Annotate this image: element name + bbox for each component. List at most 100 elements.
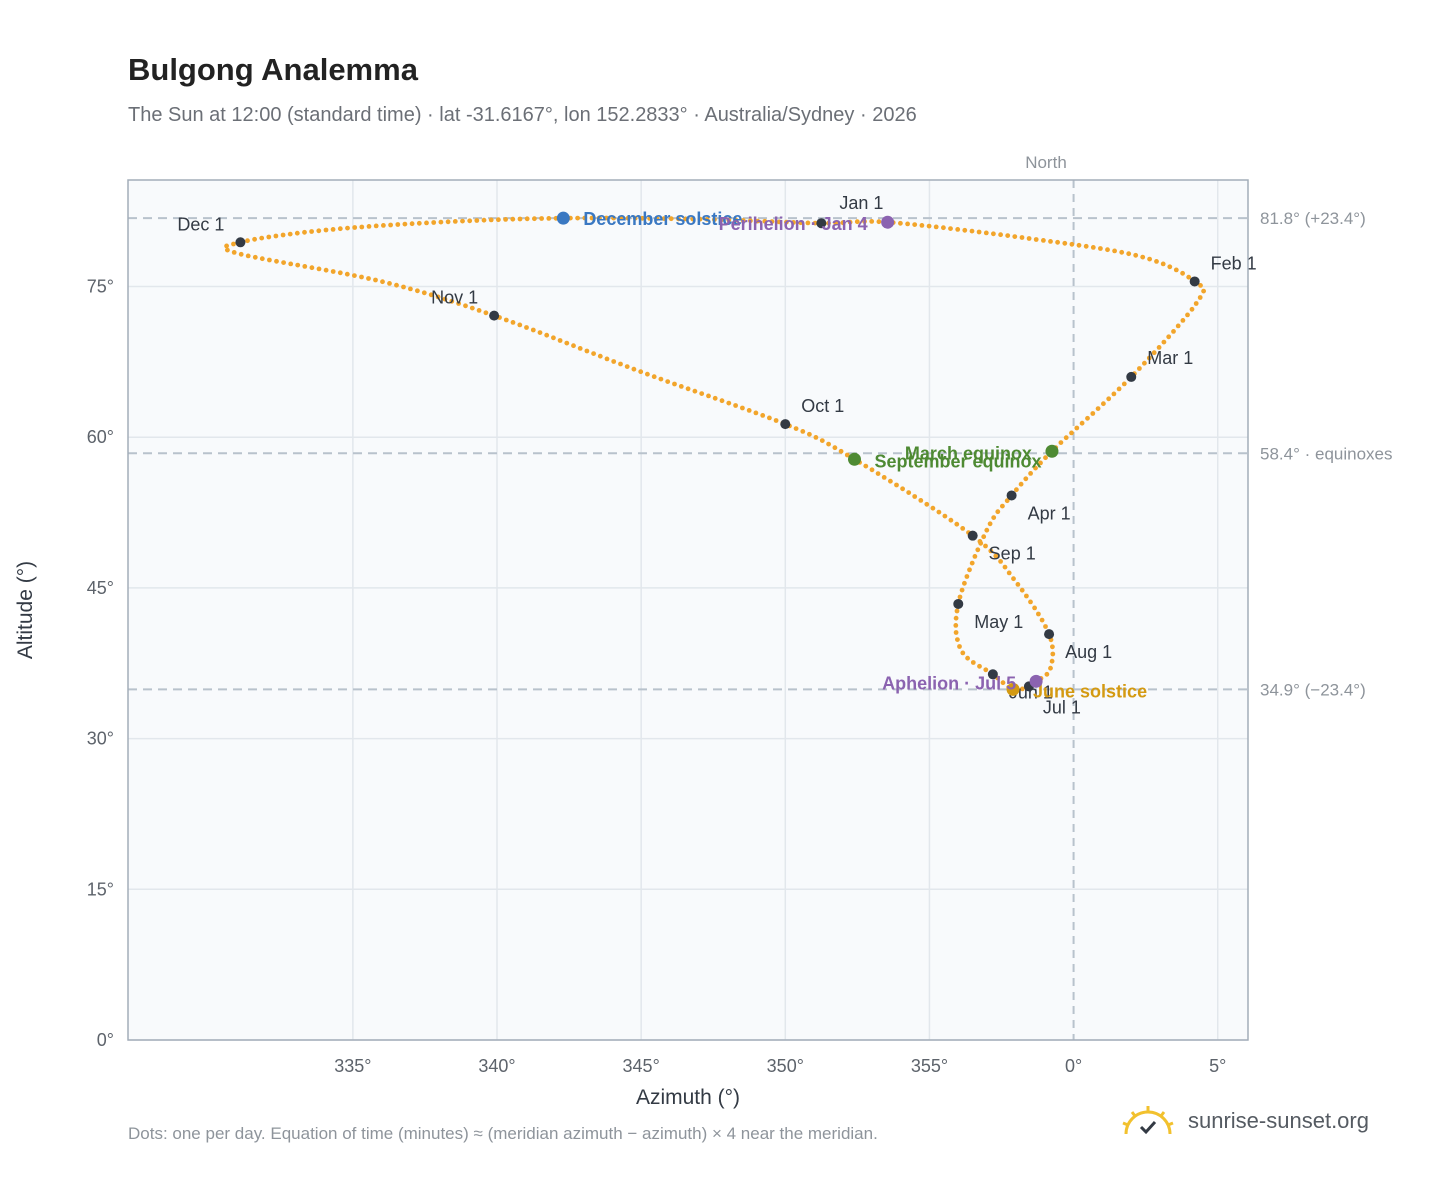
- daily-dot: [651, 374, 657, 380]
- daily-dot: [421, 290, 427, 296]
- daily-dot: [1098, 246, 1103, 251]
- daily-dot: [611, 359, 617, 364]
- daily-dot: [577, 346, 583, 351]
- daily-dot: [1076, 242, 1082, 248]
- daily-dot: [638, 369, 644, 375]
- daily-dot: [611, 215, 616, 221]
- daily-dot: [957, 594, 963, 600]
- x-tick-label: 355°: [911, 1056, 948, 1076]
- daily-dot: [1049, 658, 1055, 664]
- daily-dot: [618, 215, 624, 221]
- daily-dot: [965, 655, 970, 661]
- daily-dot: [690, 216, 696, 222]
- daily-dot: [812, 220, 818, 226]
- daily-dot: [948, 226, 953, 232]
- event-label: Perihelion · Jan 4: [719, 214, 868, 234]
- daily-dot: [323, 227, 329, 233]
- x-axis-label: Azimuth (°): [636, 1086, 740, 1109]
- daily-dot: [352, 273, 357, 278]
- daily-dot: [1137, 366, 1142, 371]
- month-label: Apr 1: [1028, 503, 1071, 523]
- daily-dot: [337, 226, 343, 232]
- daily-dot: [977, 663, 982, 669]
- daily-dot: [1140, 254, 1146, 260]
- daily-dot: [1116, 386, 1122, 392]
- daily-dot: [819, 438, 825, 443]
- daily-dot: [539, 216, 544, 221]
- daily-dot: [1119, 249, 1125, 255]
- daily-dot: [1069, 241, 1075, 247]
- daily-dot: [259, 256, 265, 262]
- event-dot: [1029, 674, 1043, 688]
- daily-dot: [712, 217, 717, 223]
- daily-dot: [983, 543, 988, 549]
- daily-dot: [972, 554, 978, 559]
- daily-dot: [755, 218, 760, 224]
- month-label: Jun 1: [1009, 682, 1053, 702]
- daily-dot: [302, 229, 307, 235]
- daily-dot: [309, 229, 314, 234]
- daily-dot: [1121, 381, 1127, 387]
- daily-dot: [1026, 236, 1032, 241]
- month-label: Nov 1: [431, 288, 478, 308]
- daily-dot: [1018, 481, 1024, 487]
- daily-dot: [544, 332, 550, 338]
- daily-dot: [496, 217, 501, 223]
- reference-line-labels: 81.8° (+23.4°) 58.4° · equinoxes 34.9° (−2…: [1260, 209, 1393, 699]
- month-dot: [953, 598, 964, 609]
- daily-dot: [894, 482, 899, 488]
- x-axis-ticks: 335° 340° 345° 350° 355° 0° 5°: [334, 1056, 1226, 1076]
- daily-dot: [597, 353, 603, 359]
- daily-dot: [245, 238, 250, 244]
- daily-dot: [953, 630, 959, 635]
- daily-dot: [273, 233, 279, 239]
- daily-dot: [665, 379, 671, 384]
- daily-dot: [863, 463, 869, 469]
- daily-dot: [564, 340, 570, 346]
- daily-dot: [983, 667, 989, 673]
- daily-dot: [869, 219, 875, 224]
- daily-dot: [1074, 425, 1080, 431]
- daily-dot: [1105, 247, 1110, 253]
- month-label: Jan 1: [839, 193, 883, 213]
- daily-dot: [571, 343, 576, 349]
- daily-dot: [998, 232, 1003, 238]
- daily-dot: [995, 509, 1001, 515]
- daily-dot: [912, 222, 918, 228]
- daily-dot: [428, 292, 434, 298]
- daily-dot: [683, 216, 688, 222]
- daily-dot: [287, 231, 293, 237]
- daily-dot: [776, 219, 782, 225]
- brand[interactable]: sunrise-sunset.org: [1120, 1104, 1369, 1138]
- daily-dot: [1019, 235, 1025, 240]
- daily-dot: [807, 431, 812, 437]
- daily-dot: [604, 356, 610, 362]
- daily-dot: [924, 501, 930, 507]
- daily-dot: [1166, 334, 1172, 340]
- daily-dot: [912, 494, 918, 499]
- y-tick-label: 15°: [87, 879, 114, 899]
- daily-dot: [266, 234, 272, 240]
- daily-dot: [762, 218, 768, 224]
- daily-dot: [1090, 245, 1096, 250]
- daily-dot: [719, 217, 724, 223]
- daily-dot: [596, 215, 602, 221]
- chart-title: Bulgong Analemma: [128, 52, 418, 87]
- daily-dot: [1112, 248, 1117, 254]
- daily-dot: [344, 271, 350, 277]
- daily-dot: [948, 517, 954, 523]
- daily-dot: [267, 257, 272, 263]
- daily-dot: [805, 220, 811, 226]
- daily-dot: [876, 219, 882, 225]
- daily-dot: [798, 220, 804, 226]
- daily-dot: [1156, 345, 1162, 350]
- daily-dot: [387, 281, 392, 286]
- daily-dot: [941, 225, 946, 231]
- y-tick-label: 60°: [87, 427, 114, 447]
- daily-dot: [524, 325, 529, 330]
- daily-dot: [445, 219, 451, 225]
- daily-dot: [537, 330, 543, 335]
- event-label: December solstice: [583, 209, 742, 229]
- daily-dot: [366, 224, 372, 229]
